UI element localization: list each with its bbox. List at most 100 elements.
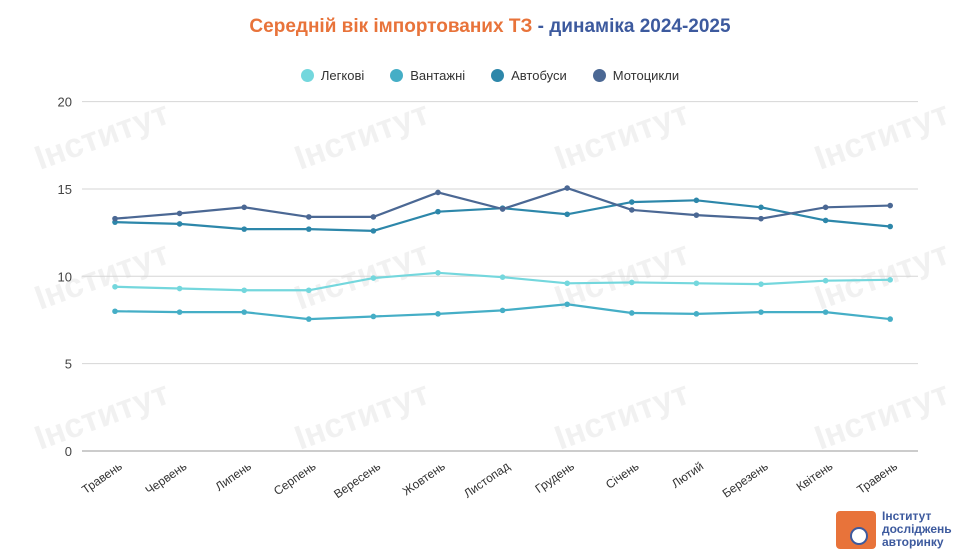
data-point bbox=[822, 217, 829, 224]
data-point bbox=[112, 283, 118, 290]
series-line bbox=[114, 186, 891, 220]
title-main: Середній вік імпортованих ТЗ bbox=[249, 16, 533, 37]
data-point bbox=[370, 275, 377, 281]
data-point bbox=[564, 185, 570, 191]
legend: Легкові Вантажні Автобуси Мотоцикли bbox=[0, 68, 980, 83]
legend-label: Автобуси bbox=[511, 68, 567, 83]
data-point bbox=[822, 277, 829, 284]
data-point bbox=[693, 197, 700, 204]
x-tick-label: Серпень bbox=[271, 459, 318, 498]
data-point bbox=[499, 206, 506, 212]
x-tick-label: Березень bbox=[720, 459, 771, 501]
data-point bbox=[758, 215, 764, 222]
data-point bbox=[564, 280, 570, 287]
data-point bbox=[693, 311, 700, 317]
data-point bbox=[758, 204, 764, 211]
data-point bbox=[176, 309, 183, 315]
data-point bbox=[241, 204, 247, 211]
watermark-text: Інститут bbox=[290, 94, 434, 178]
watermark-text: Інститут bbox=[550, 94, 694, 178]
data-point bbox=[887, 223, 893, 230]
data-point bbox=[306, 287, 312, 294]
title-period: - динаміка 2024-2025 bbox=[532, 16, 731, 37]
logo-line1: Інститут bbox=[882, 509, 932, 523]
x-tick-label: Червень bbox=[143, 459, 190, 498]
data-point bbox=[758, 309, 764, 315]
y-tick-label: 10 bbox=[58, 269, 72, 284]
data-point bbox=[112, 308, 118, 315]
chart-title: Середній вік імпортованих ТЗ - динаміка … bbox=[0, 16, 980, 38]
data-point bbox=[306, 214, 312, 220]
legend-label: Легкові bbox=[320, 68, 365, 83]
watermark-text: Інститут bbox=[30, 234, 174, 318]
data-point bbox=[306, 316, 312, 322]
data-point bbox=[564, 301, 570, 308]
data-point bbox=[241, 309, 247, 315]
data-point bbox=[822, 309, 829, 315]
data-point bbox=[241, 287, 247, 294]
watermark-text: Інститут bbox=[810, 374, 954, 458]
data-point bbox=[435, 270, 441, 276]
y-tick-label: 0 bbox=[65, 444, 72, 459]
data-point bbox=[887, 202, 893, 209]
legend-item: Легкові bbox=[300, 68, 365, 83]
data-point bbox=[887, 316, 893, 322]
data-point bbox=[176, 210, 183, 217]
y-tick-label: 5 bbox=[65, 357, 72, 372]
data-point bbox=[758, 281, 764, 287]
watermark-text: Інститут bbox=[550, 374, 694, 458]
legend-item: Автобуси bbox=[491, 68, 567, 83]
x-tick-label: Травень bbox=[79, 459, 125, 497]
legend-marker bbox=[300, 69, 314, 82]
legend-item: Вантажні bbox=[390, 68, 465, 83]
data-point bbox=[564, 211, 570, 218]
data-point bbox=[629, 310, 635, 316]
y-tick-label: 15 bbox=[58, 182, 72, 197]
x-tick-label: Липень bbox=[213, 459, 254, 494]
logo-line2: досліджень bbox=[882, 522, 952, 536]
watermark-text: Інститут bbox=[810, 94, 954, 178]
watermark-text: Інститут bbox=[30, 374, 174, 458]
data-point bbox=[435, 208, 441, 215]
data-point bbox=[370, 313, 377, 320]
data-point bbox=[241, 226, 247, 232]
data-point bbox=[435, 311, 441, 317]
legend-label: Вантажні bbox=[410, 68, 466, 83]
x-tick-label: Травень bbox=[854, 459, 900, 497]
data-point bbox=[499, 274, 506, 280]
legend-marker bbox=[592, 69, 606, 82]
x-tick-label: Лютий bbox=[669, 459, 706, 491]
watermark-text: Інститут bbox=[30, 94, 174, 178]
data-point bbox=[176, 221, 183, 227]
legend-item: Мотоцикли bbox=[592, 68, 680, 83]
y-tick-label: 20 bbox=[58, 95, 72, 110]
legend-marker bbox=[390, 69, 404, 82]
logo-line3: авторинку bbox=[882, 535, 944, 549]
watermark-text: Інститут bbox=[810, 234, 954, 318]
data-point bbox=[887, 276, 893, 283]
data-point bbox=[693, 280, 700, 287]
x-tick-label: Вересень bbox=[331, 459, 383, 501]
data-point bbox=[112, 215, 118, 222]
data-point bbox=[435, 189, 441, 196]
data-point bbox=[629, 199, 635, 205]
data-point bbox=[306, 226, 312, 232]
x-tick-label: Січень bbox=[603, 459, 641, 492]
legend-marker bbox=[491, 69, 505, 82]
logo-icon bbox=[836, 510, 876, 549]
data-point bbox=[693, 212, 700, 218]
data-point bbox=[176, 285, 183, 292]
data-point bbox=[629, 207, 635, 213]
data-point bbox=[629, 279, 635, 286]
data-point bbox=[370, 228, 377, 234]
x-tick-label: Листопад bbox=[461, 459, 512, 501]
logo: Інститут досліджень авторинку bbox=[836, 510, 952, 549]
data-point bbox=[499, 307, 506, 314]
x-tick-label: Жовтень bbox=[400, 459, 448, 498]
x-tick-label: Грудень bbox=[532, 459, 577, 496]
legend-label: Мотоцикли bbox=[612, 68, 680, 83]
data-point bbox=[822, 204, 829, 211]
data-point bbox=[370, 214, 377, 220]
